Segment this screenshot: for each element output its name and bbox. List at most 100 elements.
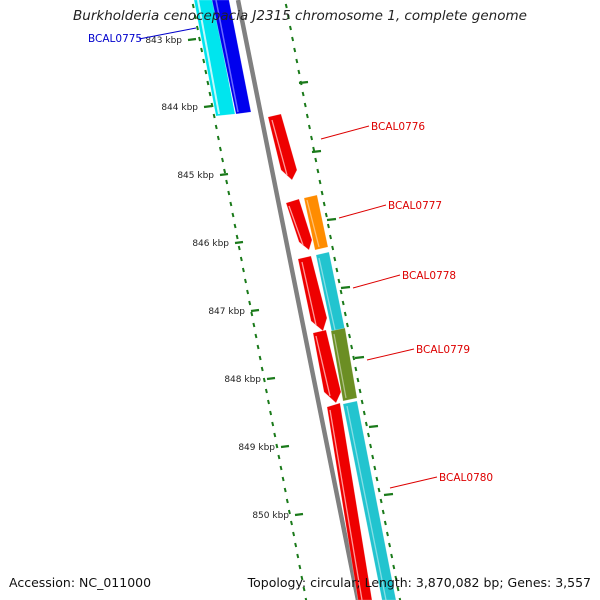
outer-scale-arc [284,3,402,600]
tick-label: 846 kbp [192,239,229,249]
scale-dot [345,322,349,328]
scale-dot [289,25,292,31]
scale-dot [250,311,254,317]
scale-dot [208,91,212,97]
major-tick [298,80,309,85]
major-tick [187,37,197,42]
tick-label: 850 kbp [252,511,289,521]
map-title: Burkholderia cenocepacia J2315 chromosom… [73,8,527,24]
feature-highlight [318,257,336,331]
scale-dot [318,179,322,185]
scale-dot [229,201,233,207]
gene-label[interactable]: BCAL0777 [388,200,442,212]
scale-dot [279,465,283,471]
scale-dot [333,256,337,262]
scale-dot [297,69,301,75]
feature-highlight [333,333,347,399]
feature-highlight [301,261,317,326]
scale-dot [377,487,381,493]
scale-dot [269,410,273,416]
major-tick [266,376,276,381]
scale-dot [339,289,343,295]
scale-dot [206,80,210,86]
scale-dot [324,212,328,218]
scale-dot [195,25,199,31]
scale-dot [283,487,287,493]
feature-cyan [342,400,397,600]
scale-dot [271,421,275,427]
scale-dot [356,377,360,383]
scale-dot [364,421,368,427]
feature-highlight [329,409,363,600]
scale-dot [227,190,231,196]
scale-dot [320,190,324,196]
scale-dot [369,443,373,449]
major-tick [354,355,365,360]
scale-dot [358,388,362,394]
scale-dot [275,443,279,449]
scale-dot [290,520,293,526]
feature-highlight [306,199,320,248]
major-tick [294,512,304,517]
scale-dot [292,531,296,537]
scale-dot [305,113,309,119]
scale-dot [223,168,227,174]
scale-dot [233,223,237,229]
gene-label-leader [366,348,415,361]
scale-dot [379,498,383,504]
tick-label: 847 kbp [208,307,245,317]
gene-label-leader [352,274,401,289]
scale-dot [362,410,366,416]
major-tick [311,149,322,154]
scale-dot [373,465,377,471]
scale-dot [273,432,277,438]
scale-dot [329,234,333,240]
gene-label-leader [338,204,387,219]
feature-highlight [215,0,239,113]
scale-dot [218,146,222,152]
scale-dot [291,36,295,42]
scale-dot [392,564,396,570]
scale-dot [225,179,229,185]
scale-dot [300,575,304,581]
scale-dot [256,344,260,350]
scale-dot [303,102,307,108]
gene-label[interactable]: BCAL0780 [439,472,493,484]
tick-label: 848 kbp [224,375,261,385]
scale-dot [310,135,314,141]
gene-label[interactable]: BCAL0779 [416,344,470,356]
scale-dot [198,36,202,42]
feature-highlight [271,119,288,176]
feature-red [326,402,373,600]
gene-label[interactable]: BCAL0778 [402,270,456,282]
scale-dot [248,300,252,306]
scale-dot [264,388,268,394]
scale-dot [293,47,297,53]
gene-label[interactable]: BCAL0775 [88,33,142,45]
scale-dot [285,498,289,504]
scale-dot [307,124,311,130]
genome-summary-text: Topology: circular; Length: 3,870,082 bp… [247,575,591,590]
scale-dot [383,520,387,526]
feature-olive [330,327,358,402]
scale-dot [252,322,256,328]
major-tick [219,172,229,177]
major-tick [326,217,337,222]
feature-orange [303,194,329,251]
scale-dot [322,201,326,207]
scale-dot [262,377,266,383]
major-tick [234,240,244,245]
scale-dot [281,476,285,482]
scale-dot [244,278,247,284]
scale-dot [237,245,241,251]
gene-label[interactable]: BCAL0776 [371,121,425,133]
scale-dot [354,366,358,372]
scale-dot [246,289,250,295]
scale-dot [193,14,197,20]
scale-dot [341,300,345,306]
scale-dot [241,267,245,273]
gene-label-leader [138,27,197,40]
major-tick [383,492,394,497]
scale-dot [267,399,270,405]
